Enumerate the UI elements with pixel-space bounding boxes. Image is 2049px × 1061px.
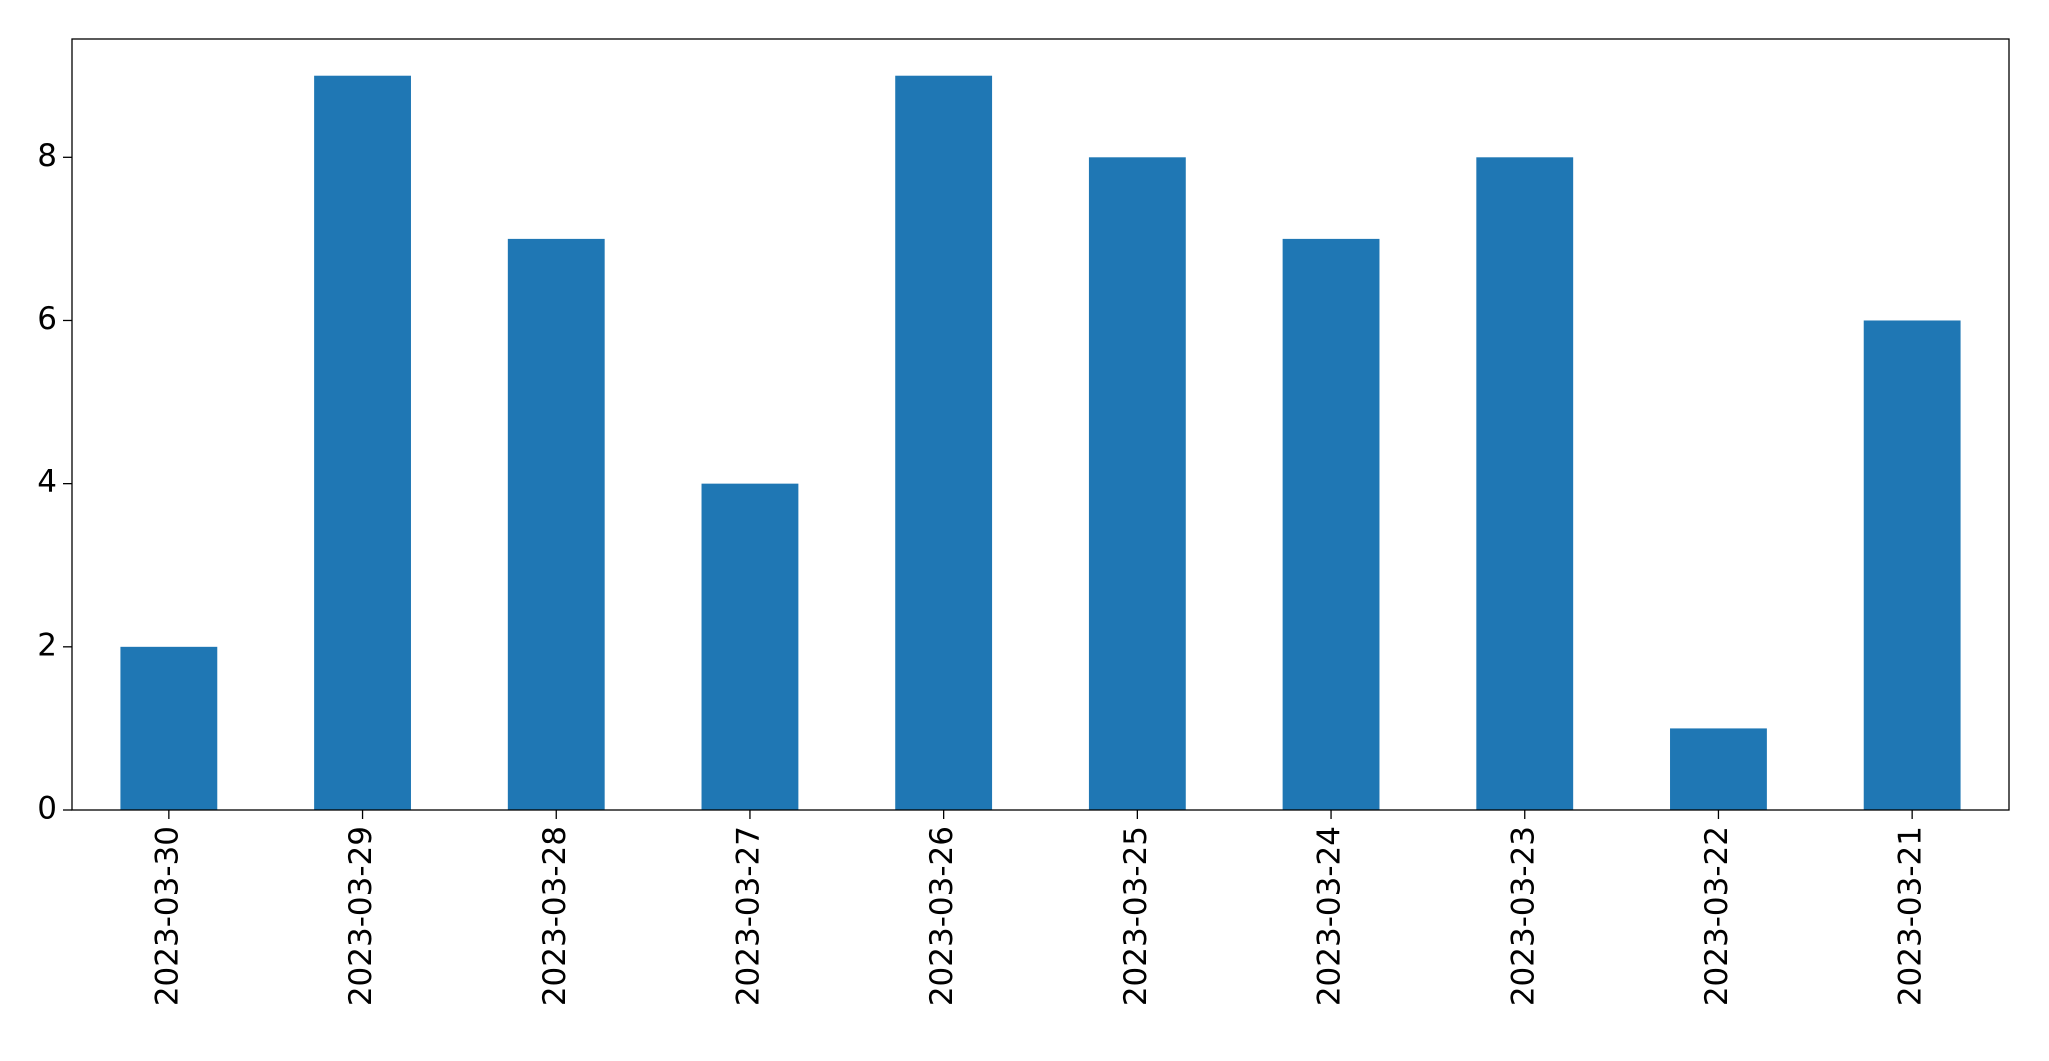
bar	[1476, 157, 1574, 811]
bar	[1670, 728, 1767, 810]
y-tick-label: 2	[37, 627, 57, 663]
x-tick-label: 2023-03-26	[924, 826, 960, 1006]
bar	[314, 75, 411, 810]
bar	[1088, 157, 1186, 811]
axes-frame	[71, 38, 2010, 811]
y-tick-label: 4	[37, 464, 57, 500]
x-tick-label: 2023-03-21	[1893, 826, 1929, 1006]
y-tick-label: 8	[37, 138, 57, 174]
x-tick-label: 2023-03-25	[1118, 826, 1154, 1006]
x-tick-label: 2023-03-29	[343, 826, 379, 1006]
y-tick-label: 6	[37, 301, 57, 337]
bar	[507, 238, 605, 810]
x-tick-label: 2023-03-23	[1505, 826, 1541, 1006]
bar	[701, 483, 799, 810]
x-tick-label: 2023-03-28	[537, 826, 573, 1006]
bar	[895, 75, 993, 810]
y-tick-label: 0	[37, 791, 57, 827]
bar	[120, 646, 218, 810]
x-tick-label: 2023-03-22	[1699, 826, 1735, 1006]
x-tick-label: 2023-03-30	[149, 826, 185, 1006]
bar	[1863, 320, 1961, 810]
bar	[1282, 238, 1380, 810]
x-tick-label: 2023-03-24	[1312, 826, 1348, 1006]
x-tick-label: 2023-03-27	[730, 826, 766, 1006]
